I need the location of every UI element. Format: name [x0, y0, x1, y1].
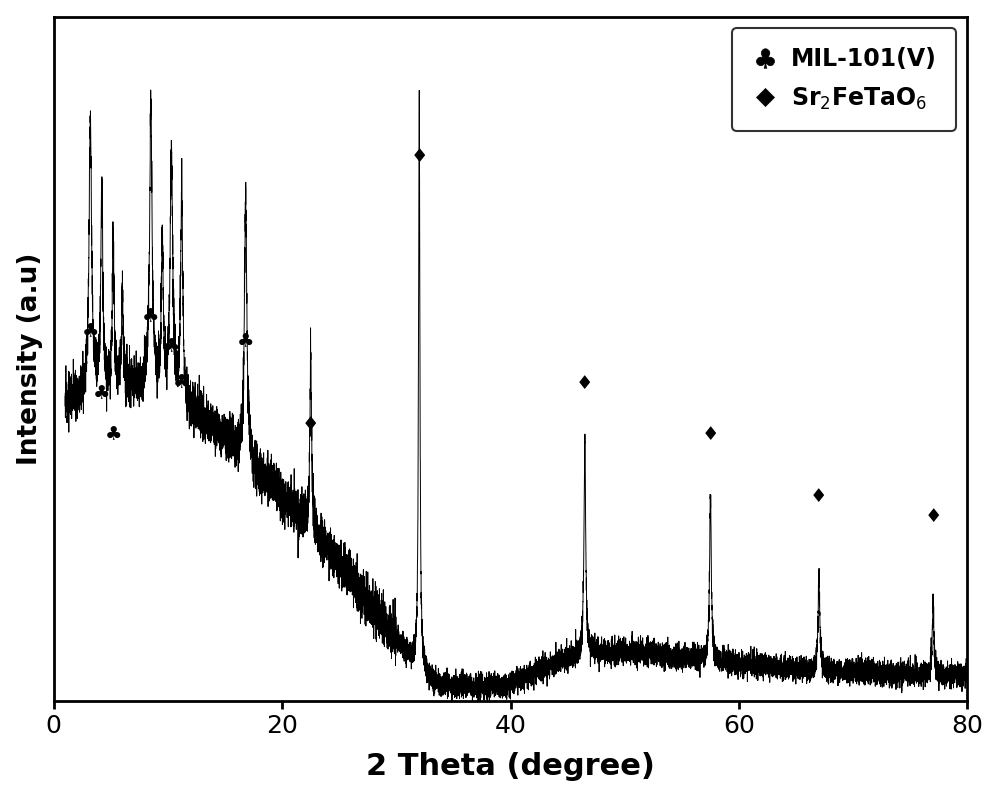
Text: ♦: ♦ [302, 415, 319, 433]
Text: ♣: ♣ [163, 338, 180, 357]
Text: ♦: ♦ [576, 373, 594, 393]
Text: ♣: ♣ [142, 306, 160, 326]
Text: ♣: ♣ [104, 425, 122, 444]
Text: ♦: ♦ [702, 425, 719, 444]
Y-axis label: Intensity (a.u): Intensity (a.u) [17, 253, 43, 465]
Text: ♣: ♣ [173, 373, 190, 393]
Legend: MIL-101(V), Sr$_2$FeTaO$_6$: MIL-101(V), Sr$_2$FeTaO$_6$ [732, 29, 956, 131]
Text: ♣: ♣ [237, 332, 254, 351]
Text: ♣: ♣ [93, 384, 110, 403]
Text: ♦: ♦ [810, 487, 828, 506]
Text: ♦: ♦ [410, 147, 428, 166]
Text: ♦: ♦ [924, 508, 942, 527]
X-axis label: 2 Theta (degree): 2 Theta (degree) [366, 753, 655, 781]
Text: ♣: ♣ [82, 322, 99, 341]
